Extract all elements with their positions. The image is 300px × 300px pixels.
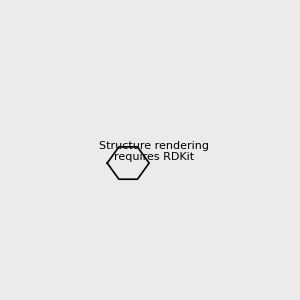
Text: Structure rendering
requires RDKit: Structure rendering requires RDKit [99,141,209,162]
